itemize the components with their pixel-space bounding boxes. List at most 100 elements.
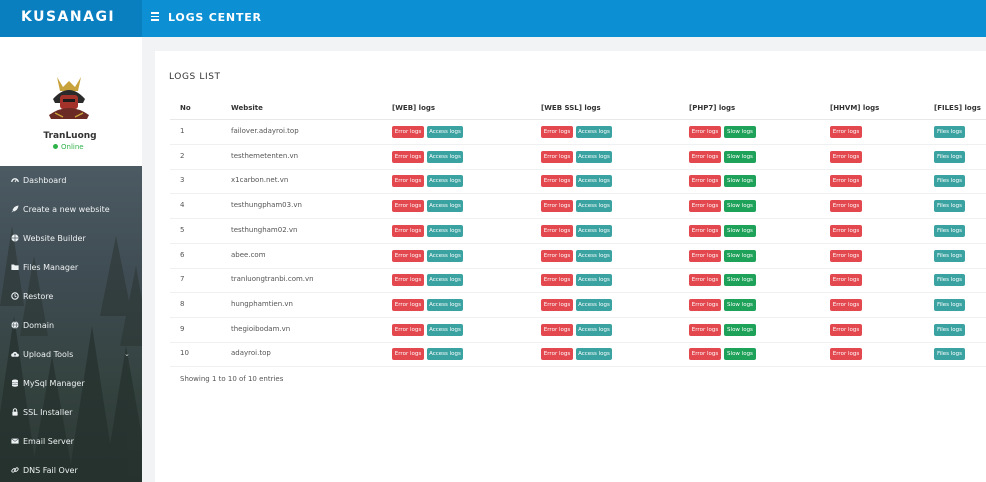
files-logs-button[interactable]: Files logs [934,150,965,163]
php7-slow-logs-button[interactable]: Slow logs [724,126,756,138]
web-error-logs-button[interactable]: Error logs [392,323,424,336]
hhvm-error-logs-button[interactable]: Error logs [830,175,862,188]
sidebar-item-restore[interactable]: Restore [0,282,142,311]
php7-error-logs-button[interactable]: Error logs [689,150,721,163]
web-ssl-access-logs-button[interactable]: Access logs [576,126,612,138]
web-ssl-access-logs-button[interactable]: Access logs [576,274,612,287]
hamburger-menu-icon[interactable] [151,12,159,21]
sidebar-item-website-builder[interactable]: Website Builder [0,224,142,253]
web-ssl-access-logs-button[interactable]: Access logs [576,298,612,311]
web-ssl-access-logs-button[interactable]: Access logs [576,323,612,336]
web-ssl-error-logs-button[interactable]: Error logs [541,348,573,361]
hhvm-error-logs-button[interactable]: Error logs [830,224,862,237]
sidebar-item-email-server[interactable]: Email Server [0,427,142,456]
web-error-logs-button[interactable]: Error logs [392,298,424,311]
hhvm-error-logs-button[interactable]: Error logs [830,150,862,163]
hhvm-error-logs-button[interactable]: Error logs [830,249,862,262]
php7-error-logs-button[interactable]: Error logs [689,348,721,361]
php7-error-logs-button[interactable]: Error logs [689,298,721,311]
php7-error-logs-button[interactable]: Error logs [689,323,721,336]
hhvm-error-logs-button[interactable]: Error logs [830,298,862,311]
web-error-logs-button[interactable]: Error logs [392,249,424,262]
column-header-web-ssl-logs[interactable]: [WEB SSL] logs [541,104,601,112]
web-access-logs-button[interactable]: Access logs [427,348,463,361]
web-access-logs-button[interactable]: Access logs [427,200,463,213]
files-logs-button[interactable]: Files logs [934,274,965,287]
web-ssl-error-logs-button[interactable]: Error logs [541,126,573,138]
php7-slow-logs-button[interactable]: Slow logs [724,348,756,361]
web-access-logs-button[interactable]: Access logs [427,274,463,287]
php7-slow-logs-button[interactable]: Slow logs [724,200,756,213]
web-error-logs-button[interactable]: Error logs [392,274,424,287]
web-ssl-access-logs-button[interactable]: Access logs [576,200,612,213]
web-ssl-error-logs-button[interactable]: Error logs [541,274,573,287]
chevron-down-icon[interactable]: ⌄ [124,350,130,358]
web-ssl-error-logs-button[interactable]: Error logs [541,249,573,262]
web-error-logs-button[interactable]: Error logs [392,200,424,213]
php7-slow-logs-button[interactable]: Slow logs [724,274,756,287]
php7-error-logs-button[interactable]: Error logs [689,249,721,262]
column-header-no[interactable]: No [180,104,191,112]
web-ssl-error-logs-button[interactable]: Error logs [541,323,573,336]
files-logs-button[interactable]: Files logs [934,348,965,361]
web-error-logs-button[interactable]: Error logs [392,126,424,138]
web-access-logs-button[interactable]: Access logs [427,175,463,188]
web-access-logs-button[interactable]: Access logs [427,249,463,262]
php7-slow-logs-button[interactable]: Slow logs [724,323,756,336]
column-header-files-logs[interactable]: [FILES] logs [934,104,981,112]
sidebar-item-files-manager[interactable]: Files Manager [0,253,142,282]
php7-error-logs-button[interactable]: Error logs [689,126,721,138]
web-access-logs-button[interactable]: Access logs [427,224,463,237]
web-access-logs-button[interactable]: Access logs [427,126,463,138]
web-ssl-error-logs-button[interactable]: Error logs [541,150,573,163]
sidebar-item-upload-tools[interactable]: Upload Tools ⌄ [0,340,142,369]
web-access-logs-button[interactable]: Access logs [427,150,463,163]
php7-error-logs-button[interactable]: Error logs [689,274,721,287]
files-logs-button[interactable]: Files logs [934,126,965,138]
hhvm-error-logs-button[interactable]: Error logs [830,200,862,213]
php7-error-logs-button[interactable]: Error logs [689,200,721,213]
php7-slow-logs-button[interactable]: Slow logs [724,249,756,262]
php7-slow-logs-button[interactable]: Slow logs [724,224,756,237]
sidebar-item-mysql-manager[interactable]: MySql Manager [0,369,142,398]
web-ssl-error-logs-button[interactable]: Error logs [541,175,573,188]
web-ssl-error-logs-button[interactable]: Error logs [541,200,573,213]
files-logs-button[interactable]: Files logs [934,175,965,188]
web-error-logs-button[interactable]: Error logs [392,150,424,163]
files-logs-button[interactable]: Files logs [934,323,965,336]
files-logs-button[interactable]: Files logs [934,249,965,262]
hhvm-error-logs-button[interactable]: Error logs [830,323,862,336]
web-error-logs-button[interactable]: Error logs [392,224,424,237]
hhvm-error-logs-button[interactable]: Error logs [830,126,862,138]
sidebar-item-dashboard[interactable]: Dashboard [0,166,142,195]
sidebar-item-dns-fail-over[interactable]: DNS Fail Over [0,456,142,482]
web-ssl-error-logs-button[interactable]: Error logs [541,298,573,311]
web-ssl-error-logs-button[interactable]: Error logs [541,224,573,237]
column-header-php7-logs[interactable]: [PHP7] logs [689,104,736,112]
php7-error-logs-button[interactable]: Error logs [689,224,721,237]
files-logs-button[interactable]: Files logs [934,298,965,311]
files-logs-button[interactable]: Files logs [934,200,965,213]
web-access-logs-button[interactable]: Access logs [427,323,463,336]
web-ssl-access-logs-button[interactable]: Access logs [576,249,612,262]
web-ssl-access-logs-button[interactable]: Access logs [576,348,612,361]
web-access-logs-button[interactable]: Access logs [427,298,463,311]
web-ssl-access-logs-button[interactable]: Access logs [576,150,612,163]
php7-slow-logs-button[interactable]: Slow logs [724,150,756,163]
column-header-web-logs[interactable]: [WEB] logs [392,104,436,112]
sidebar-item-create-website[interactable]: Create a new website [0,195,142,224]
web-error-logs-button[interactable]: Error logs [392,348,424,361]
php7-error-logs-button[interactable]: Error logs [689,175,721,188]
column-header-hhvm-logs[interactable]: [HHVM] logs [830,104,880,112]
hhvm-error-logs-button[interactable]: Error logs [830,274,862,287]
web-ssl-access-logs-button[interactable]: Access logs [576,175,612,188]
files-logs-button[interactable]: Files logs [934,224,965,237]
column-header-website[interactable]: Website [231,104,263,112]
sidebar-item-domain[interactable]: Domain [0,311,142,340]
web-ssl-access-logs-button[interactable]: Access logs [576,224,612,237]
sidebar-item-ssl-installer[interactable]: SSL Installer [0,398,142,427]
brand-area[interactable]: KUSANAGI [0,0,142,41]
php7-slow-logs-button[interactable]: Slow logs [724,298,756,311]
hhvm-error-logs-button[interactable]: Error logs [830,348,862,361]
web-error-logs-button[interactable]: Error logs [392,175,424,188]
